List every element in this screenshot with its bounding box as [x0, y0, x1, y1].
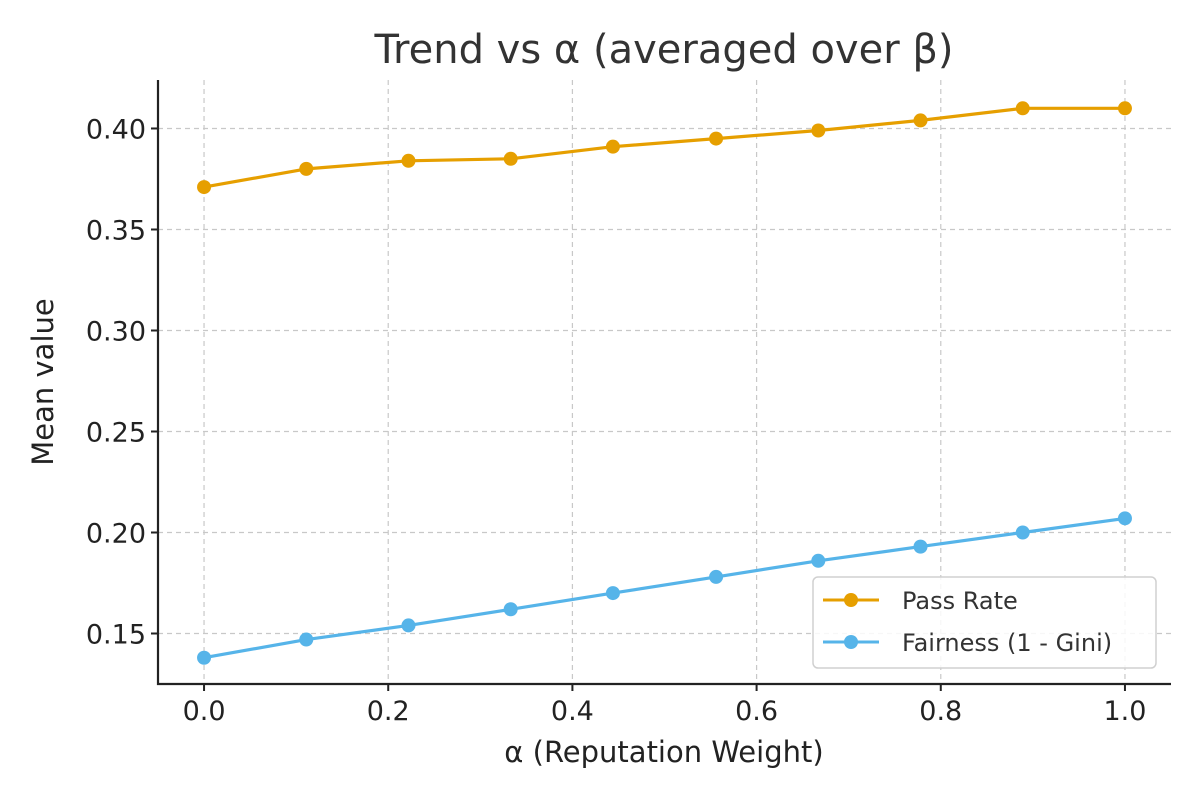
- legend-frame: [812, 576, 1157, 669]
- x-tick-label: 1.0: [1103, 696, 1146, 727]
- series-line-pass-rate: [203, 106, 1125, 189]
- data-point-pass-rate: [299, 161, 314, 176]
- legend-marker-fairness: [844, 635, 858, 649]
- y-tick-label: 0.30: [86, 316, 146, 347]
- data-point-pass-rate: [605, 139, 620, 154]
- data-point-fairness: [299, 632, 314, 647]
- grid: [158, 80, 1171, 684]
- data-point-pass-rate: [1117, 101, 1132, 116]
- chart-title: Trend vs α (averaged over β): [373, 27, 953, 73]
- y-axis-ticks: 0.15 0.20 0.25 0.30 0.35 0.40: [86, 114, 158, 650]
- y-tick-label: 0.20: [86, 518, 146, 549]
- data-point-fairness: [605, 586, 620, 601]
- data-point-fairness: [811, 553, 826, 568]
- x-tick-label: 0.4: [551, 696, 594, 727]
- data-point-fairness: [913, 539, 928, 554]
- legend: Pass Rate Fairness (1 - Gini): [812, 576, 1157, 669]
- data-point-fairness: [1015, 525, 1030, 540]
- y-tick-label: 0.25: [86, 417, 146, 448]
- data-point-fairness: [1117, 511, 1132, 526]
- data-point-fairness: [503, 602, 518, 617]
- data-point-pass-rate: [811, 123, 826, 138]
- data-point-pass-rate: [913, 113, 928, 128]
- data-point-fairness: [197, 650, 212, 665]
- legend-marker-pass-rate: [844, 593, 858, 607]
- data-point-fairness: [709, 569, 724, 584]
- data-point-pass-rate: [1015, 101, 1030, 116]
- x-tick-label: 0.0: [183, 696, 226, 727]
- x-tick-label: 0.8: [919, 696, 962, 727]
- data-point-pass-rate: [709, 131, 724, 146]
- legend-label-fairness: Fairness (1 - Gini): [902, 629, 1112, 657]
- data-point-fairness: [401, 618, 416, 633]
- y-tick-label: 0.35: [86, 215, 146, 246]
- y-tick-label: 0.15: [86, 619, 146, 650]
- data-point-pass-rate: [401, 153, 416, 168]
- x-axis-ticks: 0.0 0.2 0.4 0.6 0.8 1.0: [183, 684, 1146, 727]
- axes-spines: [156, 80, 1171, 686]
- y-tick-label: 0.40: [86, 114, 146, 145]
- series-group: [197, 101, 1132, 665]
- x-axis-label: α (Reputation Weight): [504, 735, 823, 769]
- data-point-pass-rate: [197, 180, 212, 195]
- legend-label-pass-rate: Pass Rate: [902, 587, 1018, 615]
- series-line-fairness: [203, 516, 1126, 660]
- x-tick-label: 0.2: [367, 696, 410, 727]
- y-axis-label: Mean value: [26, 298, 60, 465]
- data-point-pass-rate: [503, 151, 518, 166]
- x-tick-label: 0.6: [735, 696, 778, 727]
